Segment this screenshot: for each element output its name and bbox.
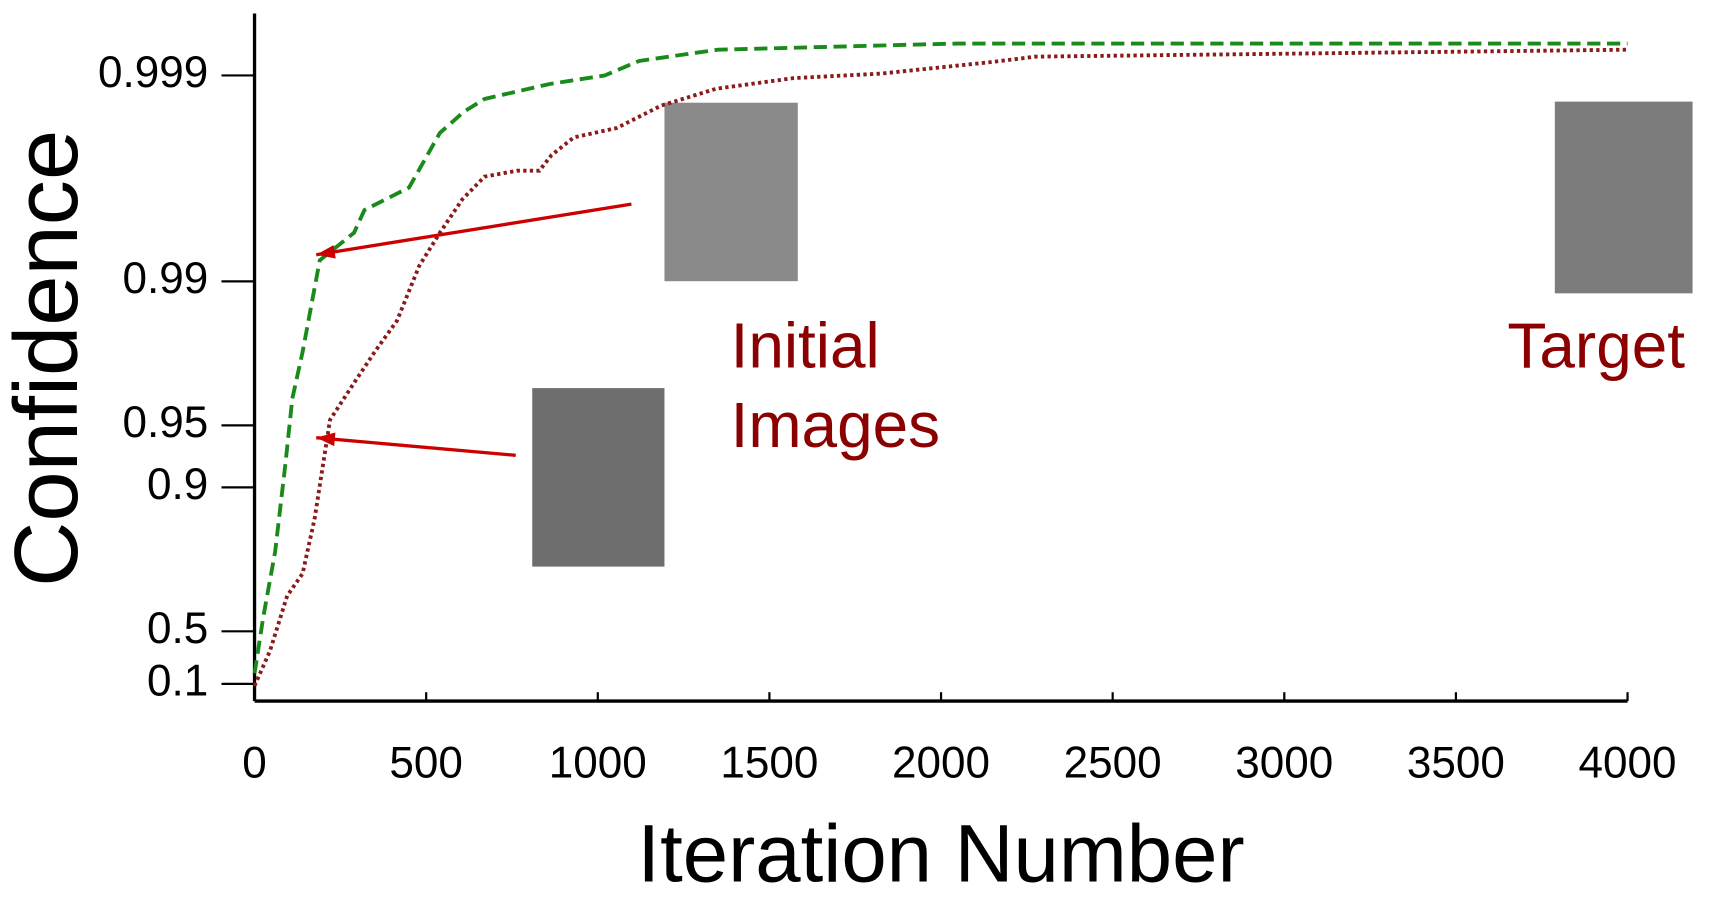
face-image: [664, 102, 798, 282]
x-axis-title: Iteration Number: [637, 808, 1244, 893]
arrow-head: [316, 245, 336, 259]
arrow: [316, 436, 516, 457]
x-tick-label: 2500: [1064, 739, 1162, 788]
y-tick-label: 0.999: [98, 48, 208, 97]
y-tick-label: 0.9: [147, 460, 208, 509]
y-tick-label: 0.1: [147, 657, 208, 706]
x-tick-label: 500: [389, 739, 463, 788]
y-tick-label: 0.5: [147, 604, 208, 653]
y-tick-label: 0.95: [122, 398, 208, 447]
annotation: Initial: [731, 310, 880, 382]
y-tick-label: 0.99: [122, 254, 208, 303]
annotation: Images: [731, 389, 941, 461]
arrow: [315, 202, 632, 257]
x-tick-label: 3500: [1407, 739, 1505, 788]
y-axis-title: Confidence: [0, 130, 97, 587]
x-tick-label: 1500: [720, 739, 818, 788]
x-tick-label: 2000: [892, 739, 990, 788]
line: [252, 47, 1628, 687]
face-image: [1554, 101, 1693, 294]
x-tick-label: 1000: [549, 739, 647, 788]
line: [252, 41, 1628, 674]
arrow-head: [316, 432, 336, 447]
x-tick-label: 3000: [1235, 739, 1333, 788]
face-image: [532, 388, 665, 567]
annotation: Target: [1507, 310, 1685, 382]
x-tick-label: 0: [242, 739, 267, 788]
x-tick-label: 4000: [1579, 739, 1677, 788]
